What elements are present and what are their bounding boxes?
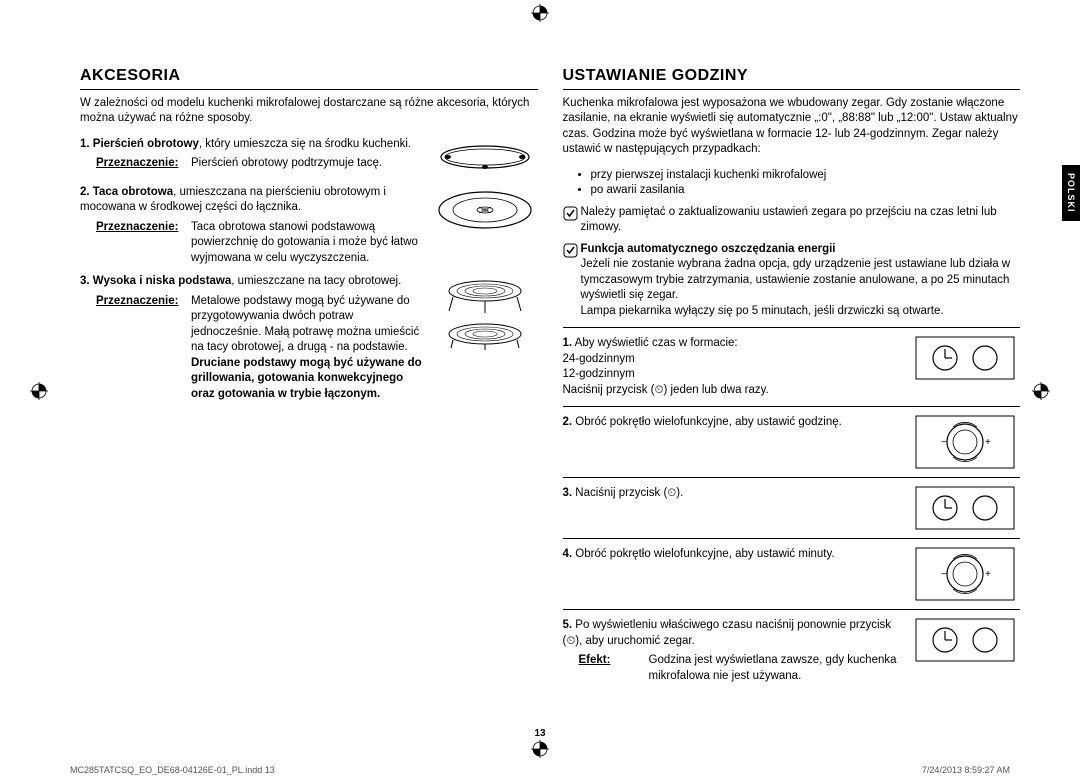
footer-file: MC285TATCSQ_EO_DE68-04126E-01_PL.indd 13	[70, 764, 275, 776]
purpose-text: Taca obrotowa stanowi podstawową powierz…	[191, 220, 425, 267]
bullet-item: przy pierwszej instalacji kuchenki mikro…	[591, 168, 1021, 184]
separator	[563, 609, 1021, 610]
separator	[563, 327, 1021, 328]
step-row: 5. Po wyświetleniu właściwego czasu naci…	[563, 618, 1021, 684]
language-tab: POLSKI	[1062, 165, 1080, 221]
step-number: 3.	[563, 487, 573, 499]
dial-icon: −+	[915, 547, 1020, 601]
turntable-icon	[433, 185, 538, 267]
note-text: Należy pamiętać o zaktualizowaniu ustawi…	[581, 205, 1021, 236]
purpose-label: Przeznaczenie:	[96, 156, 191, 172]
purpose-label: Przeznaczenie:	[96, 220, 191, 267]
item-number: 2.	[80, 186, 90, 198]
reg-mark-left	[30, 382, 48, 400]
step-number: 1.	[563, 337, 573, 349]
note-row: Należy pamiętać o zaktualizowaniu ustawi…	[563, 205, 1021, 236]
purpose-text: Pierścień obrotowy podtrzymuje tacę.	[191, 156, 425, 172]
clock-intro: Kuchenka mikrofalowa jest wyposażona we …	[563, 96, 1021, 158]
clock-buttons-icon	[915, 486, 1020, 530]
step-number: 5.	[563, 619, 573, 631]
item-desc: , umieszczane na tacy obrotowej.	[231, 275, 401, 287]
purpose-text: Metalowe podstawy mogą być używane do pr…	[191, 294, 425, 403]
clock-column: USTAWIANIE GODZINY Kuchenka mikrofalowa …	[563, 65, 1021, 690]
accessory-item: 1. Pierścień obrotowy, który umieszcza s…	[80, 137, 538, 177]
note-icon	[563, 205, 581, 236]
effect-text: Godzina jest wyświetlana zawsze, gdy kuc…	[649, 653, 908, 684]
step-text: Obróć pokrętło wielofunkcyjne, aby ustaw…	[575, 416, 842, 428]
svg-text:−: −	[941, 569, 947, 580]
item-desc: , który umieszcza się na środku kuchenki…	[199, 138, 411, 150]
step-text: Aby wyświetlić czas w formacie: 24-godzi…	[563, 337, 769, 396]
effect-label: Efekt:	[579, 653, 649, 684]
item-title: Taca obrotowa	[93, 186, 173, 198]
step-row: 1. Aby wyświetlić czas w formacie: 24-go…	[563, 336, 1021, 398]
reg-mark-right	[1032, 382, 1050, 400]
accessories-intro: W zależności od modelu kuchenki mikrofal…	[80, 96, 538, 127]
accessory-item: 2. Taca obrotowa, umieszczana na pierści…	[80, 185, 538, 267]
bullet-item: po awarii zasilania	[591, 183, 1021, 199]
item-number: 3.	[80, 275, 90, 287]
step-row: 4. Obróć pokrętło wielofunkcyjne, aby us…	[563, 547, 1021, 601]
step-number: 4.	[563, 548, 573, 560]
step-row: 2. Obróć pokrętło wielofunkcyjne, aby us…	[563, 415, 1021, 469]
step-text: Naciśnij przycisk (⏲).	[575, 487, 683, 499]
accessory-item: 3. Wysoka i niska podstawa, umieszczane …	[80, 274, 538, 402]
reg-mark-top	[531, 4, 549, 22]
note-row: Funkcja automatycznego oszczędzania ener…	[563, 242, 1021, 320]
clock-title: USTAWIANIE GODZINY	[563, 65, 1021, 90]
step-number: 2.	[563, 416, 573, 428]
clock-buttons-icon	[915, 618, 1020, 684]
svg-text:+: +	[985, 437, 991, 448]
separator	[563, 477, 1021, 478]
footer: MC285TATCSQ_EO_DE68-04126E-01_PL.indd 13…	[70, 764, 1010, 776]
dial-icon: −+	[915, 415, 1020, 469]
item-title: Wysoka i niska podstawa	[93, 275, 231, 287]
note-text: Funkcja automatycznego oszczędzania ener…	[581, 242, 1021, 320]
svg-text:+: +	[985, 569, 991, 580]
reg-mark-bottom	[531, 740, 549, 758]
roller-ring-icon	[433, 137, 538, 177]
separator	[563, 406, 1021, 407]
step-row: 3. Naciśnij przycisk (⏲).	[563, 486, 1021, 530]
step-text: Obróć pokrętło wielofunkcyjne, aby ustaw…	[575, 548, 834, 560]
separator	[563, 538, 1021, 539]
clock-buttons-icon	[915, 336, 1020, 398]
svg-text:−: −	[941, 437, 947, 448]
item-number: 1.	[80, 138, 90, 150]
note-icon	[563, 242, 581, 320]
footer-date: 7/24/2013 8:59:27 AM	[922, 764, 1010, 776]
purpose-label: Przeznaczenie:	[96, 294, 191, 403]
accessories-title: AKCESORIA	[80, 65, 538, 90]
step-text: Po wyświetleniu właściwego czasu naciśni…	[563, 619, 892, 647]
item-title: Pierścień obrotowy	[93, 138, 199, 150]
accessories-column: AKCESORIA W zależności od modelu kuchenk…	[80, 65, 538, 690]
page-number: 13	[534, 727, 545, 741]
clock-bullets: przy pierwszej instalacji kuchenki mikro…	[563, 168, 1021, 199]
racks-icon	[433, 274, 538, 402]
